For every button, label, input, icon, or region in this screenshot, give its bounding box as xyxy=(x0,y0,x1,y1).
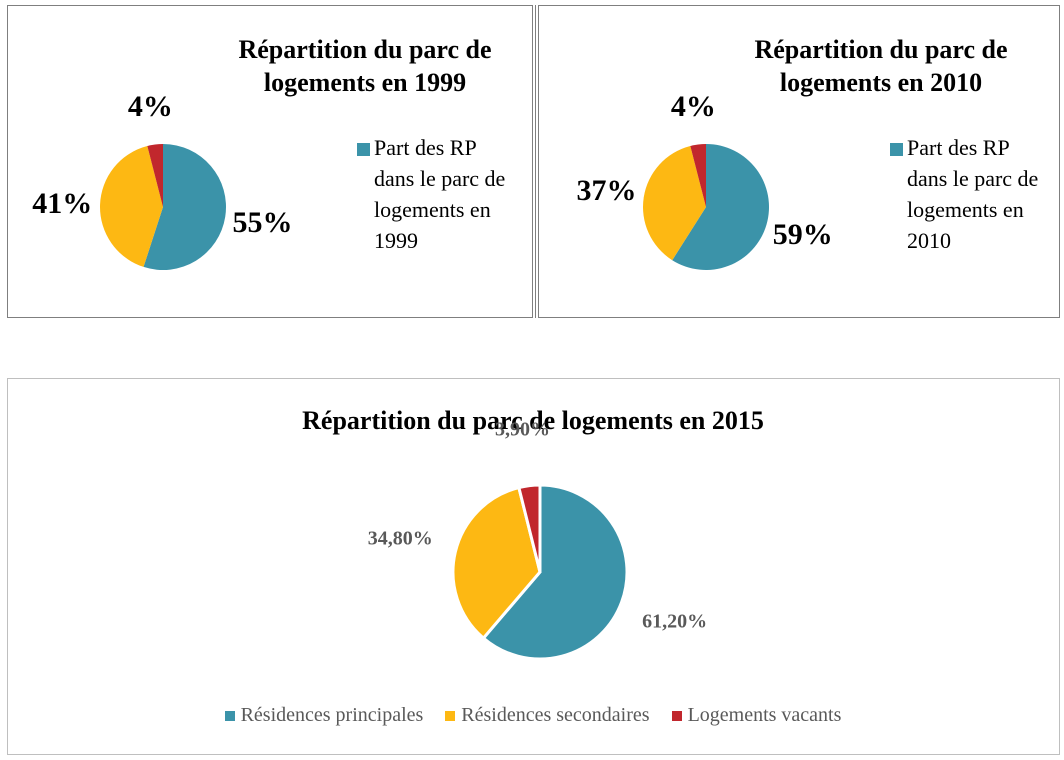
legend-label: Part des RP dans le parc de logements en… xyxy=(374,135,506,253)
pie-slice xyxy=(642,145,706,261)
legend-label: Résidences secondaires xyxy=(461,704,650,726)
chart-title: Répartition du parc de logements en 1999 xyxy=(238,35,492,97)
legend-swatch xyxy=(445,711,456,721)
legend: Résidences principales Résidences seconda… xyxy=(7,704,1059,727)
pie-slice xyxy=(143,144,226,270)
data-label: 3,90% xyxy=(494,418,550,441)
pie-slice xyxy=(100,145,163,267)
data-label: 4% xyxy=(670,89,716,123)
legend-label: Logements vacants xyxy=(687,704,842,726)
data-label: 61,20% xyxy=(642,610,708,633)
legend-swatch xyxy=(890,143,903,156)
legend-swatch xyxy=(357,143,370,156)
pie-slice xyxy=(451,485,542,641)
legend-item: Résidences secondaires xyxy=(445,704,650,727)
pie-slice xyxy=(517,483,542,573)
data-label: 34,80% xyxy=(367,527,433,550)
pie-slice xyxy=(147,144,163,207)
legend-item: Logements vacants xyxy=(671,704,842,727)
data-label: 59% xyxy=(772,218,833,252)
data-label: 41% xyxy=(32,186,93,220)
chart-frame xyxy=(7,5,533,318)
data-label: 37% xyxy=(576,174,637,208)
legend-item: Résidences principales xyxy=(224,704,424,727)
chart-title: Répartition du parc de logements en 2010 xyxy=(754,35,1008,97)
data-label: 55% xyxy=(232,205,293,239)
chart-title: Répartition du parc de logements en 2015 xyxy=(302,406,764,435)
legend-swatch xyxy=(671,711,682,721)
pie-slice xyxy=(672,144,769,270)
chart-frame xyxy=(7,378,1060,755)
data-label: 4% xyxy=(127,89,173,123)
legend-label: Part des RP dans le parc de logements en… xyxy=(907,135,1039,253)
legend-label: Résidences principales xyxy=(240,704,424,726)
pie-slice xyxy=(481,483,629,661)
legend-swatch xyxy=(224,711,235,721)
chart-frame xyxy=(538,5,1060,318)
pie-slice xyxy=(690,144,706,207)
